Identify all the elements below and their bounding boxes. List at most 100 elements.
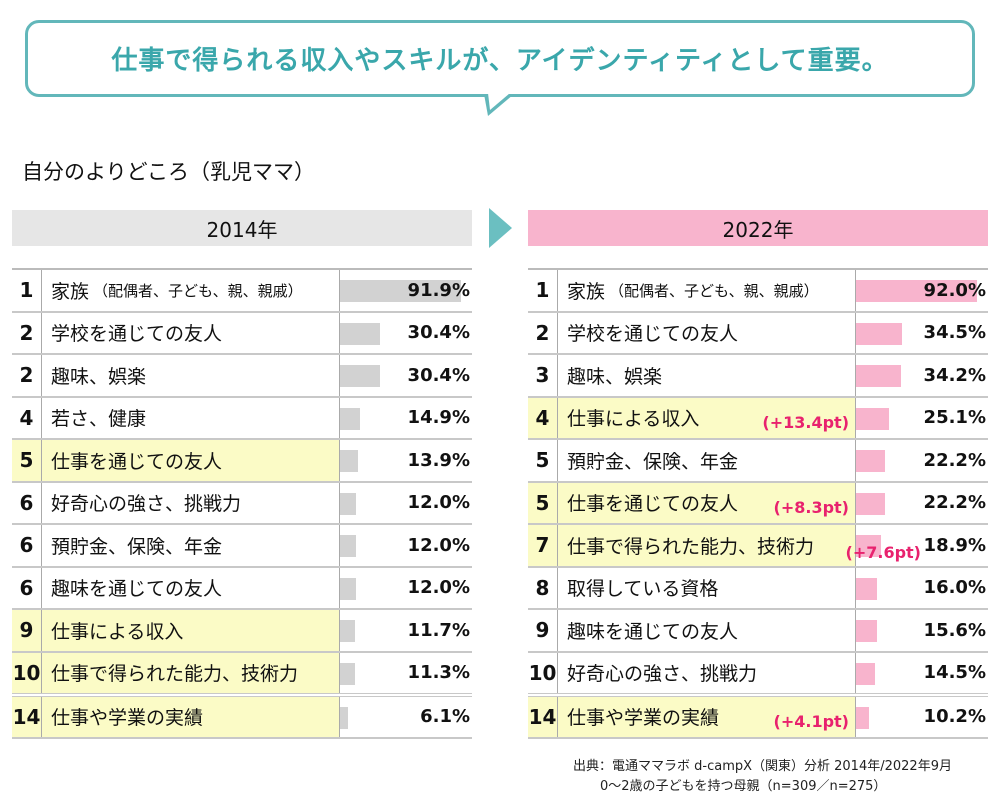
speech-bubble-tail-fill (488, 93, 510, 110)
chart-subtitle: 自分のよりどころ（乳児ママ） (22, 160, 315, 184)
item-label-text: 学校を通じての友人 (51, 323, 223, 346)
bar-cell: 12.0% (340, 525, 472, 566)
item-label-detail: （配偶者、子ども、親、親戚） (93, 281, 303, 300)
change-badge: (+7.6pt) (845, 542, 921, 562)
table-row: 6 趣味を通じての友人 12.0% (12, 567, 472, 610)
table-row: 1 家族 （配偶者、子ども、親、親戚） 91.9% (12, 270, 472, 313)
table-row: 7 仕事で得られた能力、技術力 (+7.6pt) 18.9% (528, 525, 988, 568)
item-label: 仕事による収入 (42, 610, 340, 651)
rank-number: 1 (12, 270, 42, 311)
value-label: 25.1% (923, 407, 986, 429)
table-row: 5 仕事を通じての友人 13.9% (12, 440, 472, 483)
rank-number: 2 (528, 312, 558, 353)
rank-number: 9 (12, 610, 42, 651)
item-label: 預貯金、保険、年金 (42, 525, 340, 566)
bar-cell: 34.5% (856, 313, 988, 354)
item-label: 仕事を通じての友人 (+8.3pt) (558, 482, 856, 523)
item-label: 学校を通じての友人 (558, 312, 856, 353)
bar (340, 662, 355, 685)
value-label: 14.5% (923, 662, 986, 683)
rank-number: 6 (12, 567, 42, 608)
arrow-right-icon (489, 208, 512, 248)
bar-cell: 6.1% (340, 697, 472, 738)
value-label: 30.4% (407, 322, 470, 344)
item-label: 家族 （配偶者、子ども、親、親戚） (558, 270, 856, 311)
item-label-text: 好奇心の強さ、挑戦力 (567, 663, 758, 685)
bar (856, 577, 878, 600)
item-label: 仕事で得られた能力、技術力 (+7.6pt) (558, 525, 921, 566)
table-row: 9 仕事による収入 11.7% (12, 610, 472, 653)
bar (340, 706, 349, 729)
value-label: 6.1% (420, 706, 470, 728)
bar (856, 322, 902, 345)
bar (856, 620, 877, 642)
speech-bubble: 仕事で得られる収入やスキルが、アイデンティティとして重要。 (25, 20, 975, 97)
value-label: 18.9% (923, 534, 986, 556)
rank-number: 9 (528, 610, 558, 651)
year-header-2014: 2014年 (12, 210, 472, 246)
value-label: 91.9% (407, 279, 470, 301)
year-header-2022: 2022年 (528, 210, 988, 246)
bar (856, 365, 902, 387)
bar (856, 662, 876, 685)
bar-cell: 15.6% (856, 610, 988, 651)
item-label-text: 預貯金、保険、年金 (567, 450, 739, 473)
item-label: 家族 （配偶者、子ども、親、親戚） (42, 270, 340, 311)
value-label: 11.3% (407, 662, 470, 683)
item-label-text: 仕事を通じての友人 (567, 493, 739, 516)
headline: 仕事で得られる収入やスキルが、アイデンティティとして重要。 (111, 46, 889, 76)
item-label-text: 趣味を通じての友人 (51, 578, 223, 601)
bar (340, 407, 360, 430)
ranking-table-2022: 1 家族 （配偶者、子ども、親、親戚） 92.0% 2 学校を通じての友人 34.5% 3 趣味… (528, 268, 988, 739)
value-label: 13.9% (407, 449, 470, 471)
value-label: 92.0% (923, 279, 986, 301)
item-label: 趣味、娯楽 (558, 355, 856, 396)
item-label: 預貯金、保険、年金 (558, 440, 856, 481)
rank-number: 14 (528, 696, 558, 737)
bar (340, 535, 356, 557)
table-row: 6 好奇心の強さ、挑戦力 12.0% (12, 482, 472, 525)
rank-number: 2 (12, 312, 42, 353)
bar-cell: 11.3% (340, 653, 472, 693)
bar (856, 280, 978, 302)
rank-number: 14 (12, 696, 42, 737)
rank-number: 10 (528, 652, 558, 693)
table-row: 4 若さ、健康 14.9% (12, 397, 472, 440)
rank-number: 3 (528, 355, 558, 396)
rank-number: 6 (12, 525, 42, 566)
item-label: 学校を通じての友人 (42, 312, 340, 353)
bar-cell: 10.2% (856, 697, 988, 738)
table-row: 14 仕事や学業の実績 (+4.1pt) 10.2% (528, 696, 988, 739)
bar-cell: 22.2% (856, 483, 988, 524)
table-row: 2 趣味、娯楽 30.4% (12, 355, 472, 398)
table-row: 3 趣味、娯楽 34.2% (528, 355, 988, 398)
rank-number: 5 (528, 440, 558, 481)
bar-cell: 30.4% (340, 355, 472, 396)
item-label: 取得している資格 (558, 567, 856, 608)
table-row: 6 預貯金、保険、年金 12.0% (12, 525, 472, 568)
value-label: 12.0% (407, 534, 470, 556)
item-label: 仕事や学業の実績 (+4.1pt) (558, 696, 856, 737)
bar-cell: 25.1% (856, 398, 988, 439)
table-row: 8 取得している資格 16.0% (528, 567, 988, 610)
table-row: 2 学校を通じての友人 30.4% (12, 312, 472, 355)
bar-cell: 18.9% (856, 525, 988, 566)
rank-number: 7 (528, 525, 558, 566)
item-label-text: 仕事や学業の実績 (567, 707, 720, 730)
item-label-text: 仕事で得られた能力、技術力 (51, 663, 299, 685)
bar (856, 407, 890, 430)
source-note: 出典：電通ママラボ d-campX（関東）分析 2014年/2022年9月 (573, 759, 952, 774)
value-label: 34.5% (923, 322, 986, 344)
item-label: 仕事を通じての友人 (42, 440, 340, 481)
item-label-text: 趣味を通じての友人 (567, 620, 739, 643)
item-label: 趣味、娯楽 (42, 355, 340, 396)
table-row: 2 学校を通じての友人 34.5% (528, 312, 988, 355)
item-label: 仕事や学業の実績 (42, 696, 340, 737)
bar-cell: 12.0% (340, 483, 472, 524)
item-label: 仕事による収入 (+13.4pt) (558, 397, 856, 438)
change-badge: (+4.1pt) (773, 712, 849, 731)
bar (856, 706, 870, 729)
bar (340, 280, 462, 302)
rank-number: 4 (528, 397, 558, 438)
value-label: 30.4% (407, 364, 470, 386)
